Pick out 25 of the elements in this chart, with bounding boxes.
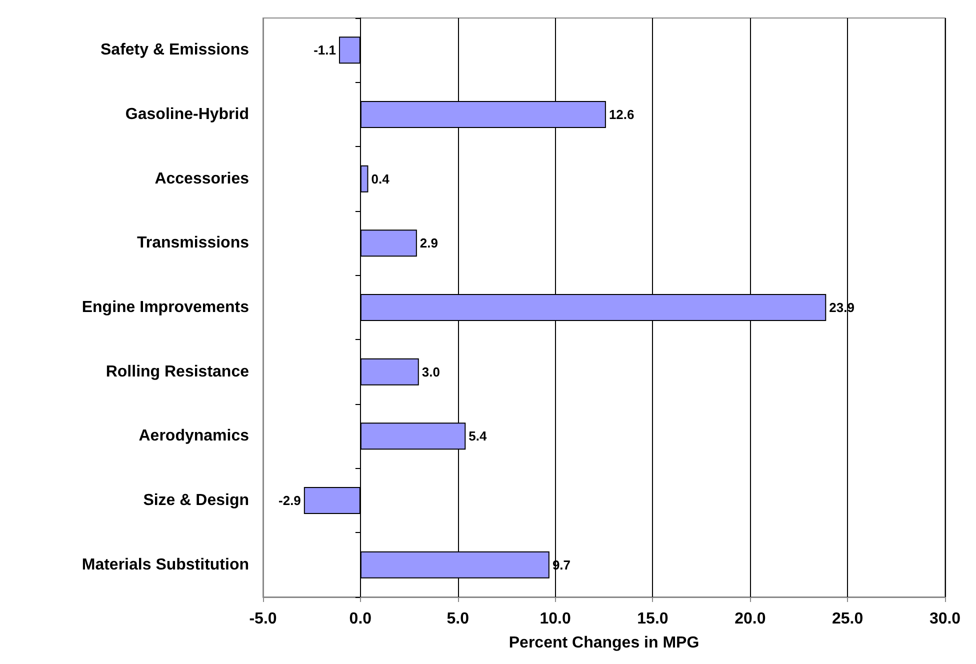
x-tick-label: 25.0 <box>832 610 864 628</box>
y-tick-label: Engine Improvements <box>82 299 250 316</box>
y-tick-label: Transmissions <box>136 234 250 252</box>
data-label: 5.4 <box>468 428 488 444</box>
y-tick-label: Accessories <box>154 170 250 188</box>
x-tick-label: 20.0 <box>734 610 766 628</box>
data-label: -1.1 <box>314 42 336 58</box>
y-tick-label: Gasoline-Hybrid <box>125 106 249 123</box>
x-tick-label: 5.0 <box>446 610 470 628</box>
data-label: 0.4 <box>371 171 390 186</box>
data-label: 12.6 <box>608 107 634 122</box>
x-tick-label: -5.0 <box>249 610 277 628</box>
y-tick-label: Safety & Emissions <box>100 42 250 59</box>
data-label: 2.9 <box>420 236 438 251</box>
y-tick-label: Materials Substitution <box>82 556 249 574</box>
x-tick-label: 30.0 <box>929 610 961 628</box>
data-label: -2.9 <box>278 493 301 508</box>
data-label: 3.0 <box>422 364 440 380</box>
x-tick-label: 10.0 <box>540 610 571 628</box>
x-tick-label: 15.0 <box>637 610 668 628</box>
x-axis-title: Percent Changes in MPG <box>508 634 700 652</box>
y-tick-label: Aerodynamics <box>138 428 250 445</box>
y-tick-label: Rolling Resistance <box>106 363 250 380</box>
y-tick-label: Size & Design <box>143 492 249 509</box>
x-tick-label: 0.0 <box>349 610 372 628</box>
